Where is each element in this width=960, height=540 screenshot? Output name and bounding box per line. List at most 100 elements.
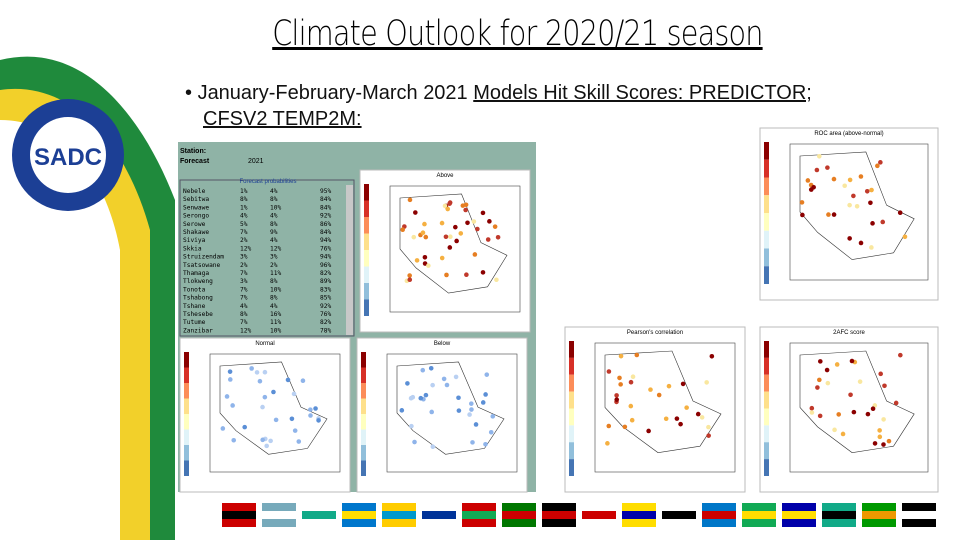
colorbar xyxy=(361,460,366,476)
station-dot xyxy=(464,272,469,277)
station-dot xyxy=(882,383,887,389)
station-dot xyxy=(869,245,874,250)
station-dot xyxy=(824,367,830,373)
colorbar xyxy=(361,367,366,383)
flag-band xyxy=(782,511,816,519)
station-dot xyxy=(480,210,486,216)
station-dot xyxy=(878,371,883,377)
station-dot xyxy=(875,163,880,169)
table-cell: Tlokweng xyxy=(183,278,213,285)
station-dot xyxy=(699,415,705,420)
station-dot xyxy=(444,382,450,388)
station-dot xyxy=(430,382,435,388)
station-dot xyxy=(858,174,864,179)
station-dot xyxy=(849,358,855,364)
flag-band xyxy=(502,511,536,519)
colorbar xyxy=(764,230,769,249)
table-cell: Shakawe xyxy=(183,229,209,236)
station-dot xyxy=(422,261,428,266)
table-cell: 10% xyxy=(270,327,281,334)
station-dot xyxy=(273,417,279,423)
station-dot xyxy=(494,277,499,283)
station-dot xyxy=(405,381,410,386)
colorbar xyxy=(364,299,369,316)
station-dot xyxy=(257,378,263,384)
station-dot xyxy=(407,273,412,278)
station-dot xyxy=(220,426,226,431)
table-cell: 86% xyxy=(320,221,331,228)
station-dot xyxy=(483,442,488,447)
colorbar xyxy=(184,352,189,368)
colorbar xyxy=(361,398,366,414)
table-cell: 10% xyxy=(270,286,281,293)
colorbar xyxy=(361,414,366,430)
station-dot xyxy=(831,212,837,217)
station-dot xyxy=(872,441,878,446)
table-cell: 78% xyxy=(320,327,331,334)
station-dot xyxy=(629,417,635,423)
station-dot xyxy=(848,392,853,398)
scrollbar xyxy=(346,185,353,335)
station-dot xyxy=(300,378,306,384)
station-dot xyxy=(400,227,405,233)
table-title: Forecast probabilities xyxy=(239,179,296,185)
table-cell: 11% xyxy=(270,270,281,277)
map-title: Normal xyxy=(255,341,274,347)
colorbar xyxy=(764,357,769,375)
station-dot xyxy=(413,210,418,215)
logo-center xyxy=(30,117,106,193)
colorbar xyxy=(364,217,369,234)
station-label: Station: xyxy=(180,148,206,155)
station-dot xyxy=(423,392,429,398)
station-dot xyxy=(260,404,265,410)
station-dot xyxy=(648,387,653,392)
station-dot xyxy=(605,441,610,446)
station-dot xyxy=(439,220,445,226)
station-dot xyxy=(412,439,417,445)
flag-band xyxy=(342,511,376,519)
table-cell: Thamaga xyxy=(183,270,209,277)
colorbar xyxy=(569,442,574,460)
station-dot xyxy=(618,353,624,359)
colorbar xyxy=(364,250,369,267)
station-dot xyxy=(706,433,711,438)
station-dot xyxy=(709,353,715,359)
station-dot xyxy=(622,424,628,430)
map-title: Pearson's correlation xyxy=(627,330,683,336)
table-cell: Tutume xyxy=(183,319,206,326)
station-dot xyxy=(296,439,302,444)
station-dot xyxy=(399,408,405,413)
table-cell: 82% xyxy=(320,270,331,277)
flag-band xyxy=(462,511,496,519)
station-dot xyxy=(254,370,260,375)
station-dot xyxy=(428,365,434,371)
map-title: ROC area (above-normal) xyxy=(814,131,883,137)
table-cell: 4% xyxy=(240,303,248,310)
station-dot xyxy=(467,412,472,417)
station-dot xyxy=(897,210,903,216)
colorbar xyxy=(361,429,366,445)
table-cell: 94% xyxy=(320,254,331,261)
station-dot xyxy=(630,374,636,380)
table-cell: Tonota xyxy=(183,286,206,293)
colorbar xyxy=(764,459,769,476)
table-cell: 84% xyxy=(320,229,331,236)
station-dot xyxy=(704,380,709,385)
station-dot xyxy=(799,200,805,205)
station-dot xyxy=(453,374,459,380)
station-dot xyxy=(842,183,847,189)
flag-band xyxy=(742,511,776,519)
station-dot xyxy=(242,424,248,430)
station-dot xyxy=(224,394,230,399)
table-cell: 4% xyxy=(270,237,278,244)
station-dot xyxy=(854,203,860,209)
map-frame xyxy=(386,353,518,473)
station-dot xyxy=(445,206,451,212)
colorbar xyxy=(569,391,574,409)
colorbar xyxy=(361,383,366,399)
country-outline xyxy=(399,193,508,294)
table-cell: 8% xyxy=(240,196,248,203)
station-dot xyxy=(678,421,683,427)
